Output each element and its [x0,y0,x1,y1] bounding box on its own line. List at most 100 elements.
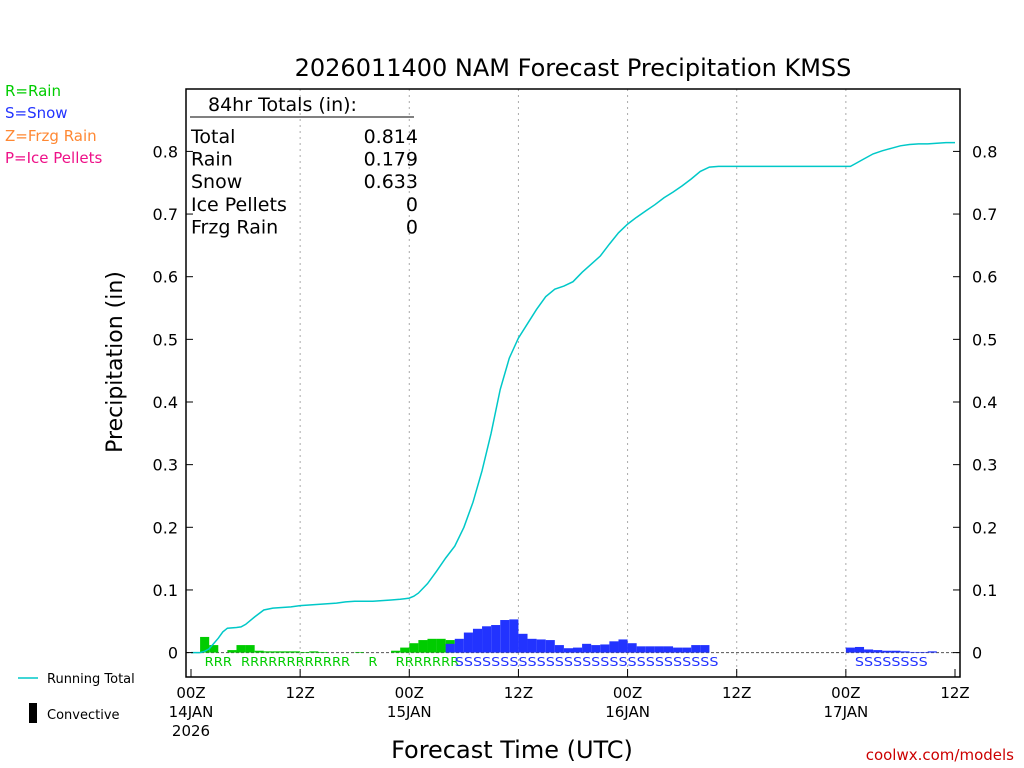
y-tick-label-left: 0.8 [153,142,178,161]
precip-bar [491,625,501,653]
precip-bar [200,636,210,653]
precip-bar [654,646,664,653]
x-tick-label: 17JAN [823,703,868,721]
precip-bar [427,638,437,653]
precip-bar [245,645,255,653]
precip-bar [391,650,401,653]
x-axis-label: Forecast Time (UTC) [391,736,633,764]
running-total-line [191,141,955,654]
precip-bar [700,645,710,653]
precip-bar [445,643,455,653]
precip-bar [873,650,883,653]
precip-bar [463,632,473,653]
precip-bar [909,651,919,653]
legend-frzg-rain: Z=Frzg Rain [5,127,97,145]
precip-bar [573,647,583,653]
totals-row-label: Ice Pellets [191,194,287,216]
precip-bar [209,645,219,653]
totals-row-label: Rain [191,149,233,171]
y-tick-label-right: 0.4 [972,393,997,412]
y-tick-label-left: 0.6 [153,268,178,287]
precip-bar [500,620,510,653]
legend-ice-pellets: P=Ice Pellets [5,149,102,167]
totals-row-label: Total [190,126,235,148]
precip-bar [482,626,492,653]
precip-bar [591,645,601,653]
precip-bar [518,633,528,653]
x-tick-label: 00Z [176,684,205,702]
y-tick-label-left: 0.5 [153,330,178,349]
y-tick-label-left: 0.7 [153,205,178,224]
x-tick-label: 12Z [940,684,969,702]
y-tick-label-right: 0.3 [972,456,997,475]
precip-bar [454,638,464,653]
precip-bar [554,645,564,653]
running-total-legend-label: Running Total [47,672,135,687]
precip-bar [900,651,910,653]
totals-heading: 84hr Totals (in): [208,94,357,116]
totals-row-value: 0.633 [364,171,418,193]
precip-bar [354,651,364,653]
precip-bar [563,648,573,653]
plot-frame [185,88,961,678]
y-axis-label: Precipitation (in) [103,271,128,453]
precip-bar [509,619,519,653]
precip-bar [436,638,446,653]
x-tick-label: 2026 [172,722,210,740]
precip-bar [673,647,683,653]
precip-bar [636,646,646,653]
x-tick-label: 16JAN [605,703,650,721]
precip-type-label: R [368,655,377,669]
precip-bar [618,639,628,653]
grid-lines [299,89,847,677]
legend-snow: S=Snow [5,104,68,122]
y-tick-label-right: 0.5 [972,330,997,349]
precip-bar [400,647,410,653]
precip-bar [418,640,428,653]
running-total-series [191,141,955,654]
precip-bar [272,651,282,653]
totals-row-value: 0 [406,194,418,216]
axis-ticks: 0 00.1 0.10.2 0.20.3 0.30.4 0.40.5 0.50.6 0.60.… [153,142,998,740]
precip-bar [263,651,273,653]
x-tick-label: 00Z [395,684,424,702]
credit-text: coolwx.com/models [866,746,1014,764]
totals-box: 84hr Totals (in): Total 0.814 Rain 0.179 Sno… [190,94,418,238]
precip-bar [691,645,701,653]
convective-legend-swatch [29,703,37,723]
precip-bar [536,639,546,653]
y-tick-label-right: 0.7 [972,205,997,224]
x-tick-label: 12Z [722,684,751,702]
y-tick-label-right: 0.1 [972,581,997,600]
x-tick-label: 14JAN [169,703,214,721]
totals-row-label: Snow [191,171,242,193]
x-tick-label: 00Z [831,684,860,702]
totals-row-value: 0.179 [364,149,418,171]
totals-row-value: 0 [406,216,418,238]
y-tick-label-left: 0.2 [153,518,178,537]
precip-bar [663,646,674,653]
precip-type-label: RRRRRRRRRRRR [241,655,350,669]
chart-title: 2026011400 NAM Forecast Precipitation KM… [295,54,852,82]
totals-row-value: 0.814 [364,126,418,148]
y-tick-label-right: 0.6 [972,268,997,287]
precip-type-label: RRRRRRR [396,655,460,669]
precip-bar [927,651,937,653]
precip-bar [600,644,610,653]
precip-type-label: SSSSSSSS [855,655,928,669]
precip-bar [527,638,537,653]
y-tick-label-right: 0.8 [972,142,997,161]
precip-bar [882,650,892,653]
convective-legend-label: Convective [47,708,120,723]
legend-rain: R=Rain [5,82,61,100]
x-tick-label: 15JAN [387,703,432,721]
y-tick-label-left: 0.3 [153,456,178,475]
precip-bar [545,640,555,653]
precip-bar [291,651,301,653]
precip-bar [472,628,483,653]
precip-bar [845,647,855,653]
y-tick-label-right: 0 [972,644,982,663]
precip-bar [609,641,619,653]
precip-bar [582,643,592,653]
